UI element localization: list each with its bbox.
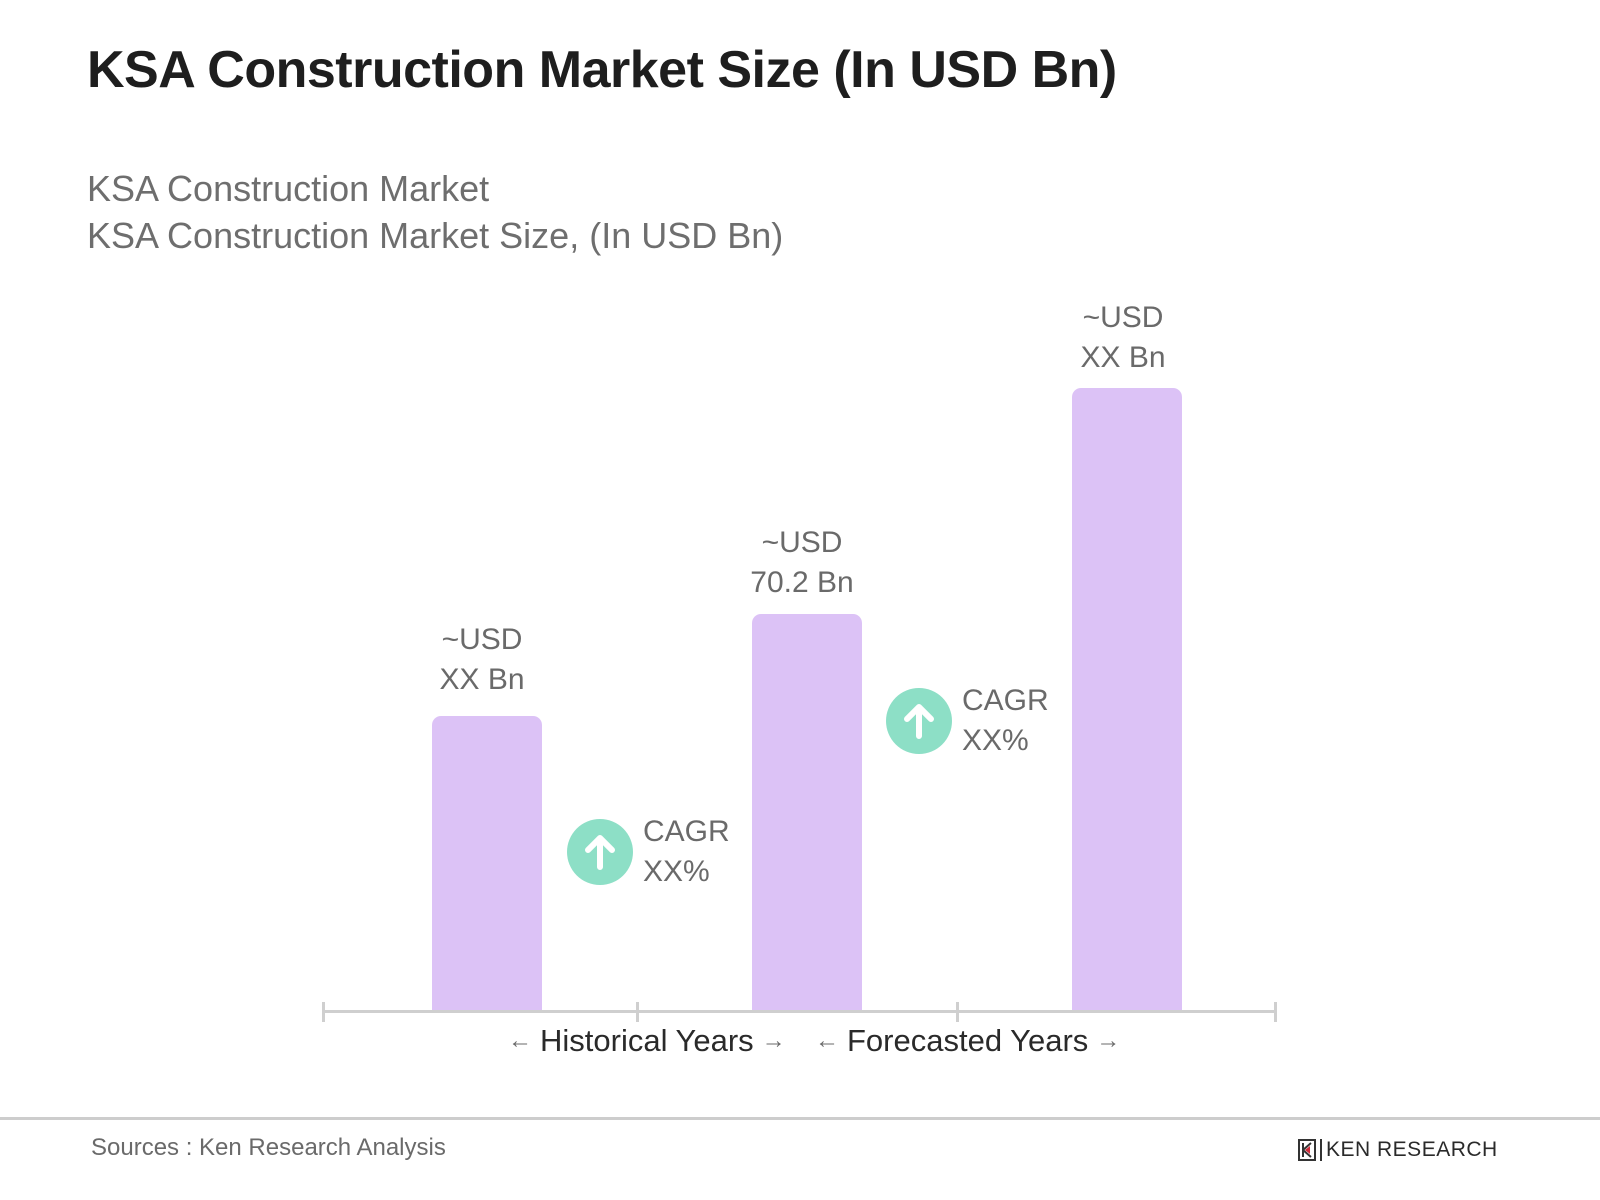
- logo-text: KEN RESEARCH: [1326, 1138, 1498, 1161]
- footer-divider: [0, 1117, 1600, 1120]
- arrow-up-icon: [886, 688, 952, 754]
- bar-3-label-line2: XX Bn: [1080, 341, 1166, 374]
- cagr-historical-label: CAGR: [643, 815, 730, 848]
- cagr-forecast-label: CAGR: [962, 684, 1049, 717]
- bar-3-label: ~USD XX Bn: [1033, 298, 1213, 378]
- cagr-forecast: CAGR XX%: [886, 681, 1049, 761]
- logo-k-icon: [1298, 1139, 1316, 1161]
- arrow-up-icon: [567, 819, 633, 885]
- logo-separator: [1320, 1139, 1322, 1161]
- cagr-historical-value: XX%: [643, 855, 710, 888]
- ken-research-logo: KEN RESEARCH: [1298, 1138, 1498, 1162]
- forecasted-years-label: ← Forecasted Years →: [807, 1023, 1128, 1059]
- x-axis: [322, 1010, 1277, 1013]
- arrow-right-icon: →: [1096, 1027, 1121, 1054]
- bar-1-label: ~USD XX Bn: [392, 620, 572, 700]
- axis-tick: [1274, 1002, 1277, 1022]
- historical-years-text: Historical Years: [540, 1023, 754, 1058]
- axis-tick: [636, 1002, 639, 1022]
- chart-subtitle-1: KSA Construction Market: [87, 168, 490, 209]
- bar-1-label-line2: XX Bn: [439, 663, 525, 696]
- axis-tick: [322, 1002, 325, 1022]
- bar-1: [432, 716, 542, 1011]
- arrow-left-icon: ←: [815, 1027, 839, 1054]
- source-note: Sources : Ken Research Analysis: [91, 1134, 446, 1161]
- bar-1-label-line1: ~USD: [441, 623, 523, 656]
- chart-title: KSA Construction Market Size (In USD Bn): [87, 41, 1117, 99]
- arrow-right-icon: →: [761, 1027, 786, 1054]
- bar-2-label-line1: ~USD: [761, 526, 843, 559]
- bar-3-label-line1: ~USD: [1082, 301, 1164, 334]
- arrow-left-icon: ←: [508, 1027, 532, 1054]
- chart-subtitle-2: KSA Construction Market Size, (In USD Bn…: [87, 215, 784, 256]
- cagr-historical: CAGR XX%: [567, 812, 730, 892]
- bar-2-label-line2: 70.2 Bn: [750, 566, 854, 599]
- bar-2: [752, 614, 862, 1011]
- bar-2-label: ~USD 70.2 Bn: [712, 523, 892, 603]
- historical-years-label: ← Historical Years →: [500, 1023, 794, 1059]
- bar-3: [1072, 388, 1182, 1011]
- axis-tick: [956, 1002, 959, 1022]
- forecasted-years-text: Forecasted Years: [847, 1023, 1089, 1058]
- cagr-forecast-value: XX%: [962, 724, 1029, 757]
